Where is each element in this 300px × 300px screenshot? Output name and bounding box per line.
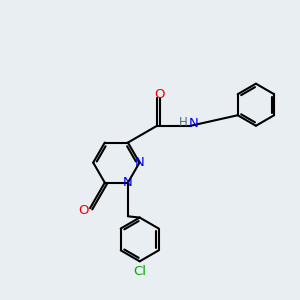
Text: O: O	[79, 204, 89, 217]
Text: N: N	[189, 117, 199, 130]
Text: O: O	[154, 88, 164, 101]
Text: N: N	[135, 156, 144, 169]
Text: N: N	[123, 176, 133, 189]
Text: H: H	[179, 116, 188, 129]
Text: Cl: Cl	[133, 265, 146, 278]
